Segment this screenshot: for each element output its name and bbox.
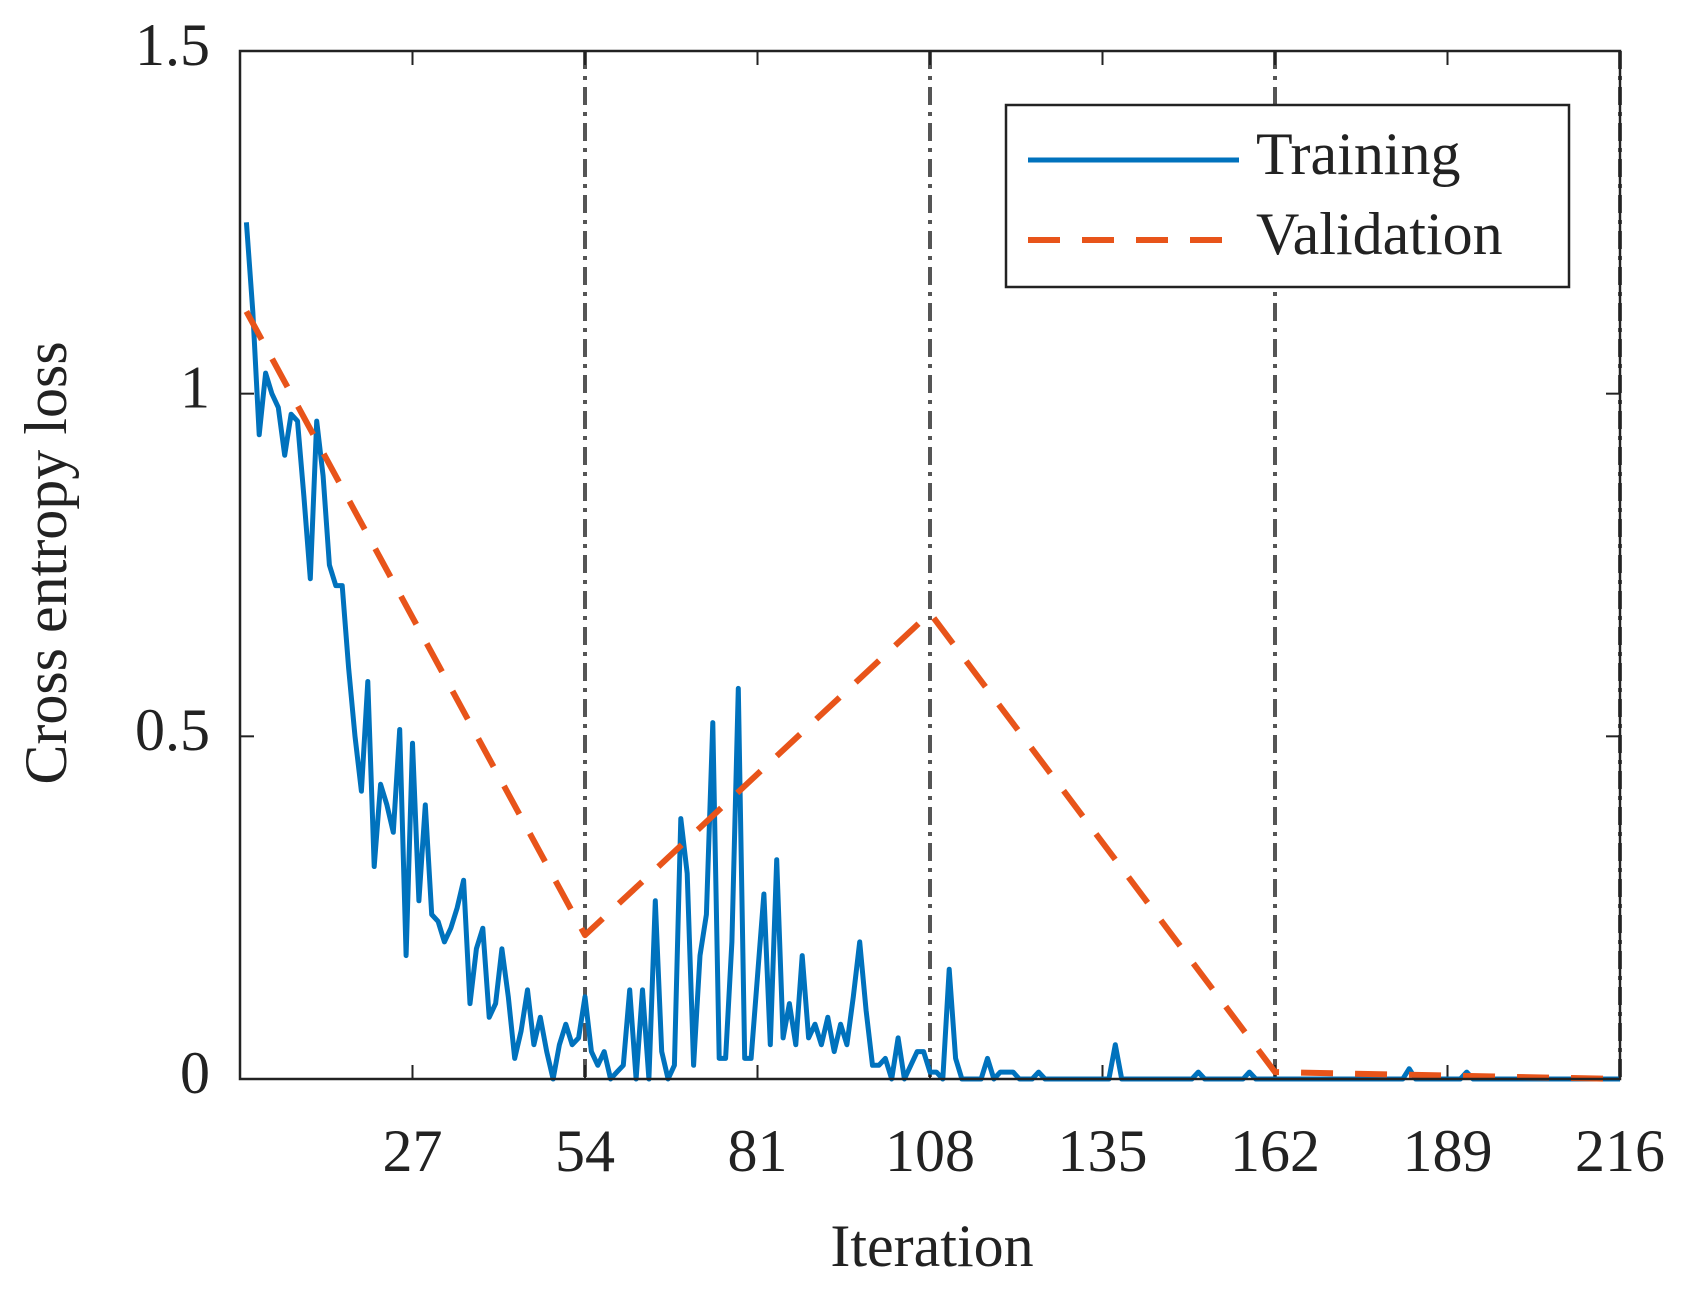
x-tick-label: 135: [1058, 1118, 1148, 1184]
plot-frame: [238, 49, 1622, 1081]
legend-label: Validation: [1256, 201, 1503, 267]
legend-label: Training: [1256, 121, 1461, 187]
x-tick-label: 81: [728, 1118, 788, 1184]
series-line: [243, 309, 1621, 1082]
y-tick-label: 0.5: [135, 697, 210, 763]
x-tick-label: 108: [885, 1118, 975, 1184]
y-tick-label: 0: [180, 1040, 210, 1106]
x-axis-label: Iteration: [830, 1213, 1033, 1279]
x-tick-label: 216: [1575, 1118, 1665, 1184]
x-tick-label: 27: [383, 1118, 443, 1184]
y-axis-label: Cross entropy loss: [13, 341, 79, 784]
series-line: [243, 222, 1620, 1082]
x-tick-label: 162: [1230, 1118, 1320, 1184]
x-tick-label: 189: [1403, 1118, 1493, 1184]
y-tick-label: 1.5: [135, 12, 210, 78]
x-tick-label: 54: [555, 1118, 615, 1184]
y-tick-label: 1: [180, 354, 210, 420]
legend-box: [1004, 103, 1571, 289]
